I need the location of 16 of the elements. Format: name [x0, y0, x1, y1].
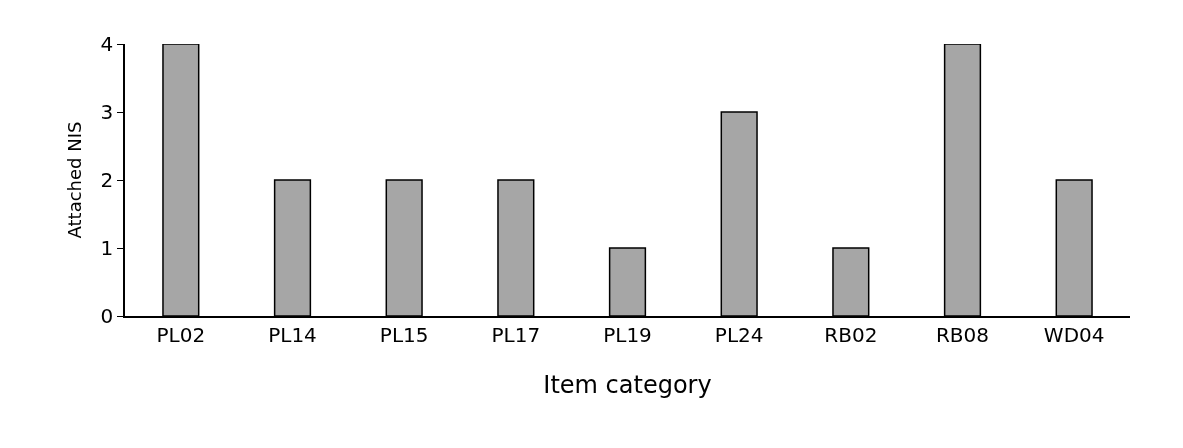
- x-tick-label: PL15: [379, 322, 429, 347]
- y-tick-label: 4: [100, 32, 114, 56]
- x-tick-label: WD04: [1043, 322, 1105, 347]
- y-tick-label: 1: [100, 236, 114, 260]
- x-tick-label: PL14: [268, 322, 317, 347]
- y-axis-title: Attached NIS: [64, 121, 86, 239]
- x-tick-label: RB02: [824, 322, 878, 347]
- x-axis-title: Item category: [543, 370, 712, 399]
- x-tick-label: PL02: [156, 322, 206, 347]
- x-tick-label: PL24: [714, 322, 764, 347]
- x-tick-label: PL19: [603, 322, 652, 347]
- x-tick-label: RB08: [935, 322, 990, 347]
- y-tick-label: 3: [100, 100, 114, 124]
- y-tick-label: 2: [100, 168, 114, 192]
- x-tick-label: PL17: [491, 322, 541, 347]
- y-tick-label: 0: [100, 304, 114, 328]
